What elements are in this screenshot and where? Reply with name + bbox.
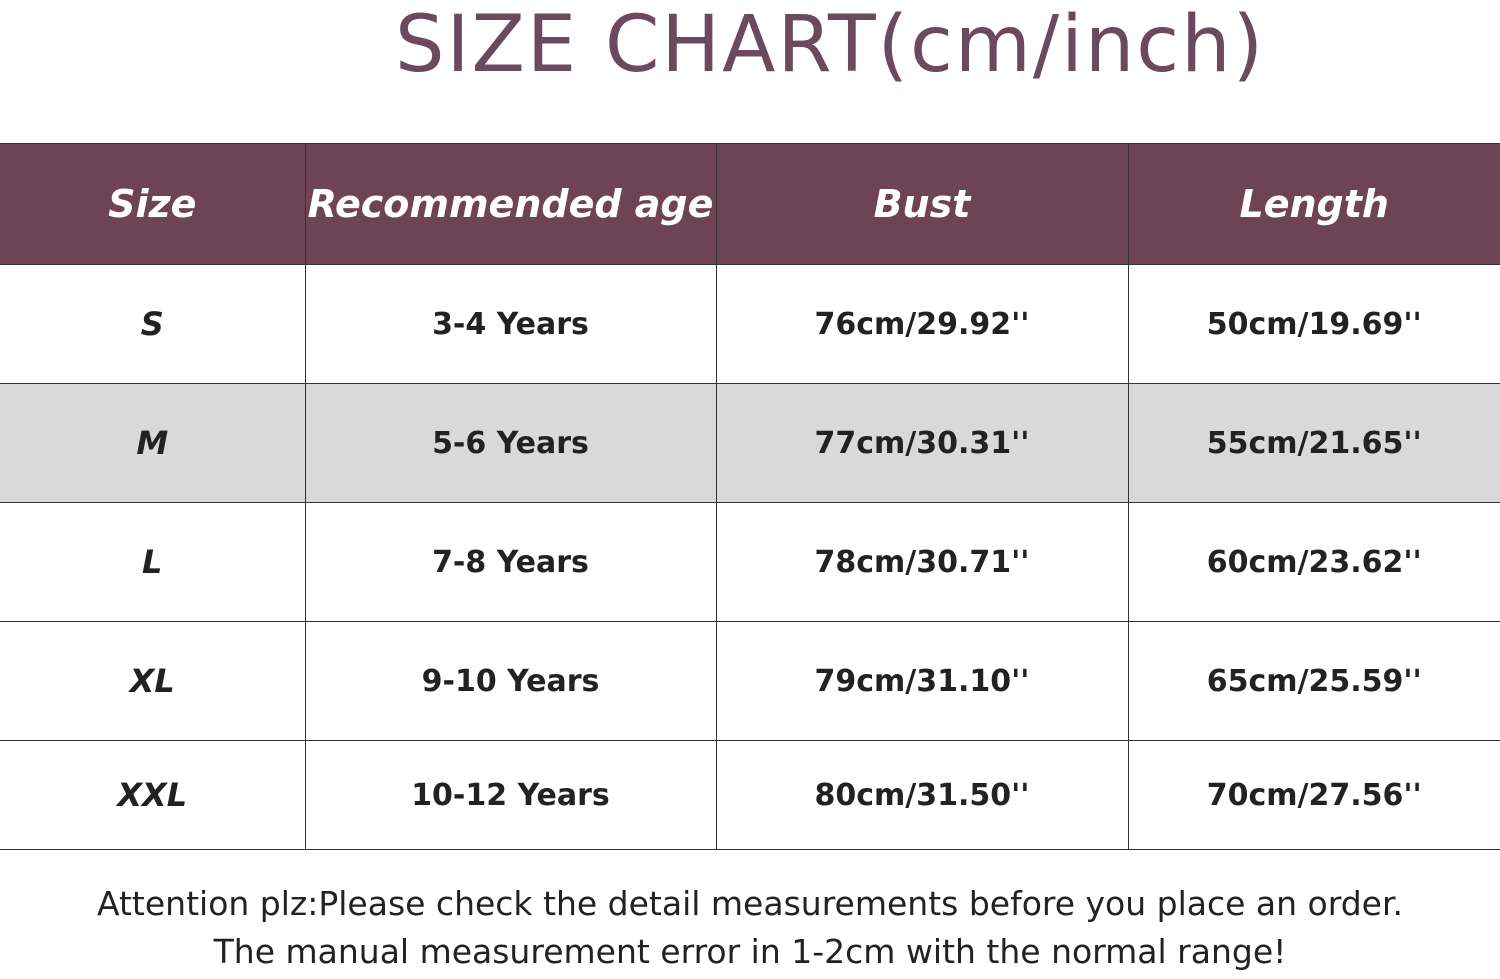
table-row: XXL 10-12 Years 80cm/31.50'' 70cm/27.56'' (0, 740, 1500, 850)
header-length: Length (1127, 143, 1500, 265)
cell-age: 7-8 Years (304, 502, 717, 622)
cell-bust: 80cm/31.50'' (715, 740, 1129, 850)
header-age: Recommended age (304, 143, 717, 265)
page-title: SIZE CHART(cm/inch) (394, 0, 1266, 90)
cell-length: 60cm/23.62'' (1127, 502, 1500, 622)
attention-note: Attention plz:Please check the detail me… (97, 884, 1403, 923)
cell-bust: 78cm/30.71'' (715, 502, 1129, 622)
size-chart-table: Size Recommended age Bust Length S 3-4 Ye… (0, 143, 1500, 850)
header-bust: Bust (715, 143, 1129, 265)
cell-size: XL (0, 621, 306, 741)
cell-size: S (0, 264, 306, 384)
cell-size: XXL (0, 740, 306, 850)
table-row: S 3-4 Years 76cm/29.92'' 50cm/19.69'' (0, 264, 1500, 384)
cell-age: 10-12 Years (304, 740, 717, 850)
error-note: The manual measurement error in 1-2cm wi… (213, 932, 1287, 971)
cell-size: L (0, 502, 306, 622)
cell-bust: 76cm/29.92'' (715, 264, 1129, 384)
cell-length: 65cm/25.59'' (1127, 621, 1500, 741)
cell-length: 70cm/27.56'' (1127, 740, 1500, 850)
table-header-row: Size Recommended age Bust Length (0, 143, 1500, 265)
cell-bust: 79cm/31.10'' (715, 621, 1129, 741)
table-row: M 5-6 Years 77cm/30.31'' 55cm/21.65'' (0, 383, 1500, 503)
cell-length: 50cm/19.69'' (1127, 264, 1500, 384)
cell-bust: 77cm/30.31'' (715, 383, 1129, 503)
cell-age: 3-4 Years (304, 264, 717, 384)
table-row: XL 9-10 Years 79cm/31.10'' 65cm/25.59'' (0, 621, 1500, 741)
cell-length: 55cm/21.65'' (1127, 383, 1500, 503)
cell-age: 5-6 Years (304, 383, 717, 503)
cell-size: M (0, 383, 306, 503)
cell-age: 9-10 Years (304, 621, 717, 741)
table-row: L 7-8 Years 78cm/30.71'' 60cm/23.62'' (0, 502, 1500, 622)
header-size: Size (0, 143, 306, 265)
